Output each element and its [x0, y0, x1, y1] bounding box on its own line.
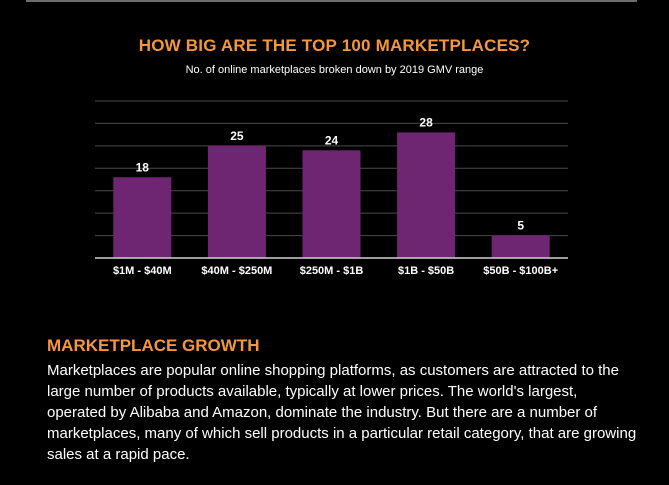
bar-value-label: 18: [136, 160, 150, 174]
bar-value-label: 28: [419, 115, 433, 129]
x-tick-label: $1M - $40M: [113, 265, 172, 277]
x-tick-label: $1B - $50B: [398, 265, 454, 277]
x-tick-label: $50B - $100B+: [483, 265, 558, 277]
x-tick-label: $250M - $1B: [300, 265, 364, 277]
bar: [113, 177, 172, 258]
bar: [207, 145, 266, 258]
bar: [302, 150, 361, 258]
x-tick-label: $40M - $250M: [201, 265, 272, 277]
bar-value-label: 5: [517, 219, 524, 233]
bar: [491, 235, 550, 258]
bar-value-label: 25: [230, 129, 244, 143]
section-body: Marketplaces are popular online shopping…: [47, 362, 637, 463]
top-divider: [26, 0, 637, 2]
bar: [397, 132, 456, 258]
chart-title: HOW BIG ARE THE TOP 100 MARKETPLACES?: [138, 36, 531, 55]
section-heading: MARKETPLACE GROWTH: [47, 336, 260, 355]
chart-subtitle: No. of online marketplaces broken down b…: [185, 64, 484, 76]
bar-value-label: 24: [325, 133, 339, 147]
bar-chart: 18 $1M - $40M 25 $40M - $250M 24 $250M - $1B 2…: [95, 100, 568, 277]
